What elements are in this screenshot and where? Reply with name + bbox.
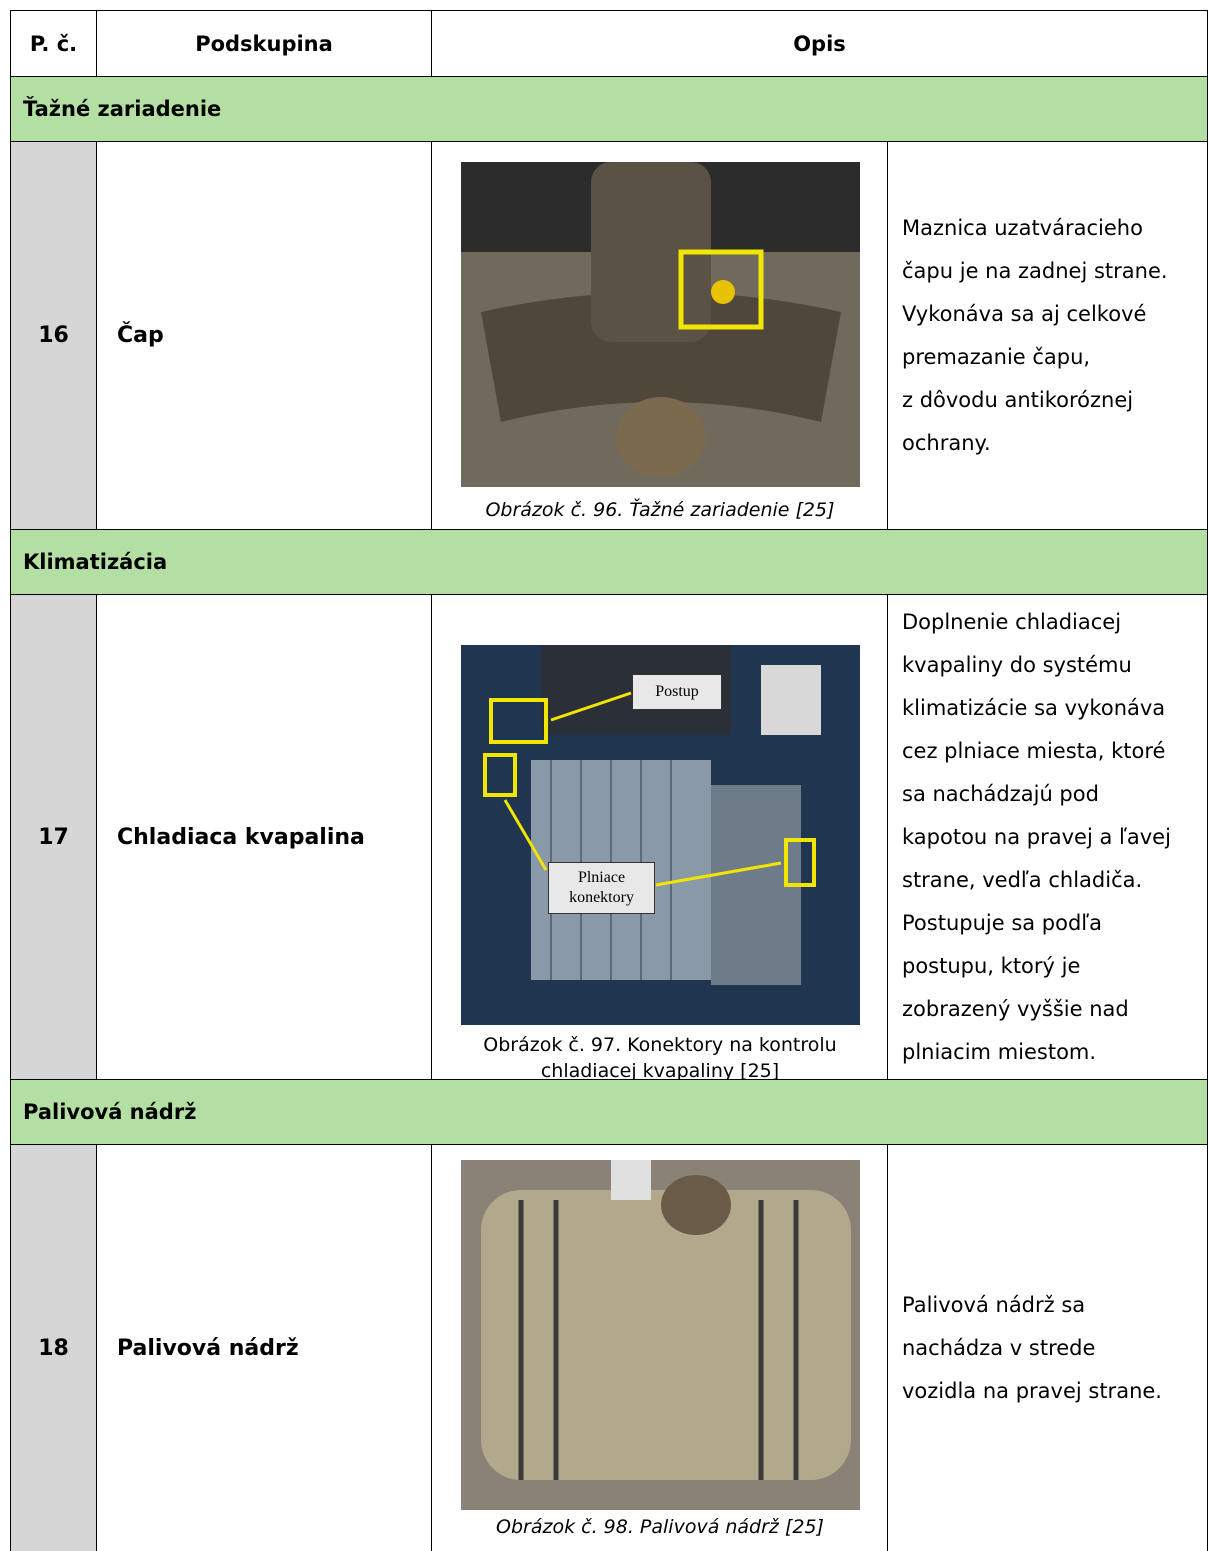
image-label: Postup — [632, 674, 722, 710]
description-line: kvapaliny do systému — [902, 652, 1132, 677]
description-line: plniacim miestom. — [902, 1039, 1097, 1064]
description: Palivová nádrž sa nachádza v strede vozidl… — [888, 1145, 1208, 1551]
row-name: Palivová nádrž — [97, 1145, 432, 1551]
description-line: nachádza v strede — [902, 1335, 1096, 1360]
description-line: postupu, ktorý je — [902, 953, 1081, 978]
figure-caption: Obrázok č. 97. Konektory na kontrolu chl… — [483, 1034, 837, 1082]
description-line: cez plniace miesta, ktoré — [902, 738, 1166, 763]
description: Maznica uzatváracieho čapu je na zadnej s… — [888, 142, 1208, 530]
description: Doplnenie chladiacej kvapaliny do systému… — [888, 595, 1208, 1080]
row-name: Čap — [97, 142, 432, 530]
image-label: Plniace konektory — [548, 862, 655, 914]
description-line: Palivová nádrž sa — [902, 1292, 1086, 1317]
figure-cell — [432, 595, 888, 1080]
header-number: P. č. — [10, 10, 97, 77]
description-line: čapu je na zadnej strane. — [902, 258, 1168, 283]
section-title: Klimatizácia — [10, 530, 1208, 595]
row-number: 18 — [10, 1145, 97, 1551]
figure-cell — [432, 1145, 888, 1551]
header-description: Opis — [432, 10, 1208, 77]
description-line: klimatizácie sa vykonáva — [902, 695, 1166, 720]
description-line: zobrazený vyššie nad — [902, 996, 1129, 1021]
description-line: Postupuje sa podľa — [902, 910, 1103, 935]
description-line: sa nachádzajú pod — [902, 781, 1099, 806]
figure-cell — [432, 142, 888, 530]
row-number: 16 — [10, 142, 97, 530]
figure-caption: Obrázok č. 96. Ťažné zariadenie [25] — [485, 499, 835, 521]
photo-coupling — [461, 162, 860, 487]
photo-fuel-tank — [461, 1160, 860, 1510]
description-line: z dôvodu antikoróznej — [902, 387, 1134, 412]
description-line: Doplnenie chladiacej — [902, 609, 1122, 634]
description-line: strane, vedľa chladiča. — [902, 867, 1143, 892]
description-line: vozidla na pravej strane. — [902, 1378, 1162, 1403]
header-subgroup: Podskupina — [97, 10, 432, 77]
section-title: Ťažné zariadenie — [10, 77, 1208, 142]
description-line: Maznica uzatváracieho — [902, 215, 1143, 240]
description-line: Vykonáva sa aj celkové — [902, 301, 1147, 326]
description-line: kapotou na pravej a ľavej — [902, 824, 1171, 849]
row-number: 17 — [10, 595, 97, 1080]
description-line: ochrany. — [902, 430, 991, 455]
description-line: premazanie čapu, — [902, 344, 1091, 369]
section-title: Palivová nádrž — [10, 1080, 1208, 1145]
row-name: Chladiaca kvapalina — [97, 595, 432, 1080]
figure-caption: Obrázok č. 98. Palivová nádrž [25] — [496, 1516, 824, 1538]
